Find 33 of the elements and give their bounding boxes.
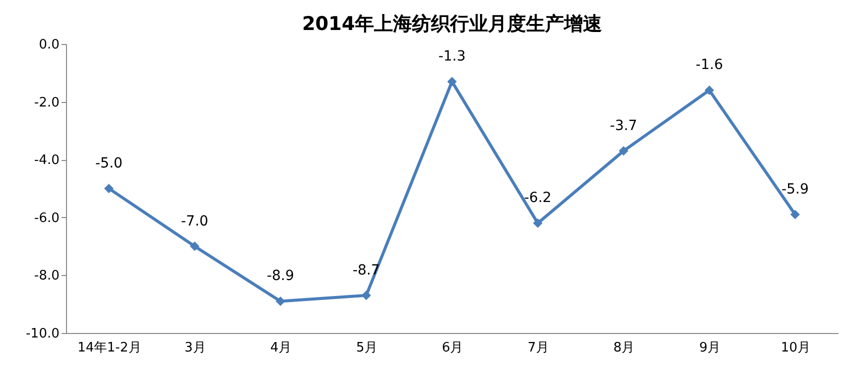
x-tick-label: 4月: [270, 340, 292, 356]
point: [361, 290, 371, 300]
x-tick-label: 8月: [613, 340, 635, 356]
point: [447, 76, 457, 86]
point: [704, 85, 714, 95]
data-label: -5.0: [95, 156, 123, 172]
x-tick-label: 5月: [356, 340, 378, 356]
data-label: -8.9: [266, 268, 294, 284]
data-label: -1.3: [438, 48, 466, 65]
data-label: -3.7: [610, 118, 638, 134]
y-tick-label: -4.0: [34, 153, 60, 168]
x-tick-label: 9月: [699, 340, 720, 356]
x-tick-label: 6月: [442, 340, 464, 356]
y-tick-label: 0.0: [38, 38, 60, 52]
data-label: -6.2: [524, 190, 552, 206]
x-tick-label: 3月: [184, 340, 206, 356]
point: [790, 210, 800, 220]
data-label: -5.9: [781, 182, 809, 198]
chart-title: 2014年上海纺织行业月度生产增速: [302, 13, 602, 35]
point: [276, 296, 286, 306]
point: [533, 218, 543, 228]
y-tick-label: -10.0: [26, 326, 60, 342]
x-tick-label: 14年1-2月: [78, 340, 142, 356]
y-tick-label: -2.0: [34, 95, 60, 110]
x-tick-label: 10月: [780, 340, 810, 356]
y-tick-label: -6.0: [34, 210, 60, 226]
point: [618, 146, 628, 156]
point: [190, 242, 200, 252]
point: [104, 184, 114, 194]
data-label: -7.0: [181, 213, 208, 230]
x-tick-label: 7月: [528, 340, 549, 356]
y-tick-label: -8.0: [34, 268, 60, 284]
data-label: -1.6: [696, 57, 724, 74]
